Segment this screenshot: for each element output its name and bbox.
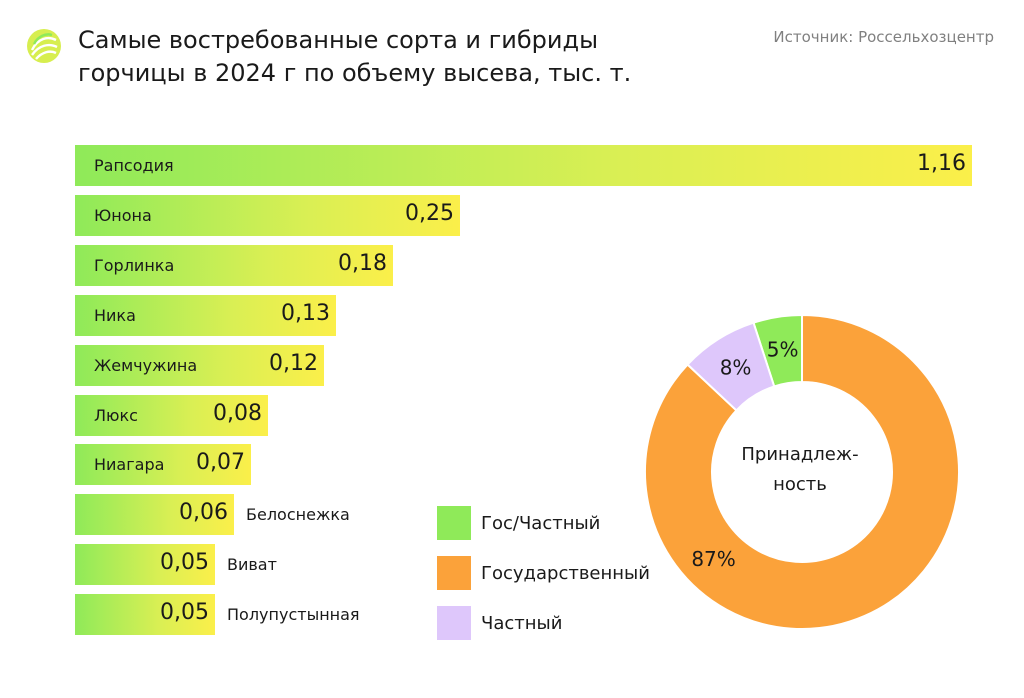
legend-item-gos-chastny: Гос/Частный: [437, 498, 650, 548]
chart-title-line1: Самые востребованные сорта и гибриды: [78, 26, 599, 54]
bar: 0,25 Юнона: [75, 195, 460, 236]
bar-value-label: 1,16: [917, 151, 966, 176]
bar: 0,18 Горлинка: [75, 245, 393, 286]
legend-item-chastny: Частный: [437, 598, 650, 648]
legend-swatch: [437, 506, 471, 540]
bar-category-label: Виват: [227, 555, 277, 574]
ownership-donut-chart: 5% 87% 8%: [644, 313, 960, 630]
bar: 0,07 Ниагара: [75, 444, 251, 485]
bar-value-label: 0,05: [160, 550, 209, 575]
donut-center-line1: Принадлеж-: [741, 444, 859, 465]
bar-value-label: 0,12: [269, 351, 318, 376]
bar-category-label: Рапсодия: [94, 156, 174, 175]
legend-label: Государственный: [481, 562, 650, 584]
donut-slice: [644, 313, 960, 630]
bar: 0,13 Ника: [75, 295, 336, 336]
bar: 0,08 Люкс: [75, 395, 268, 436]
bar-value-label: 0,25: [405, 201, 454, 226]
legend-swatch: [437, 556, 471, 590]
rosselkhoz-logo: [27, 29, 61, 63]
legend-label: Гос/Частный: [481, 512, 601, 534]
bar: 1,16 Рапсодия: [75, 145, 972, 186]
donut-slice-label: 87%: [691, 547, 735, 571]
bar-category-label: Горлинка: [94, 256, 175, 275]
bar-value-label: 0,06: [179, 500, 228, 525]
bar-category-label: Ниагара: [94, 455, 165, 474]
bar: 0,05 Полупустынная: [75, 594, 360, 635]
donut-center-line2: ность: [773, 474, 827, 495]
chart-title: Самые востребованные сорта и гибриды гор…: [78, 24, 678, 90]
bar-value-label: 0,05: [160, 600, 209, 625]
donut-legend: Гос/Частный Государственный Частный: [437, 498, 650, 648]
bar-value-label: 0,08: [213, 401, 262, 426]
donut-slice-label: 5%: [767, 338, 799, 362]
donut-slice-label: 8%: [720, 355, 752, 379]
bar: 0,05 Виват: [75, 544, 277, 585]
legend-label: Частный: [481, 612, 563, 634]
bar-category-label: Полупустынная: [227, 605, 360, 624]
bar-category-label: Ника: [94, 306, 136, 325]
bar: 0,12 Жемчужина: [75, 345, 324, 386]
legend-item-gosudarstvenny: Государственный: [437, 548, 650, 598]
donut-slice: [686, 321, 776, 412]
source-note: Источник: Россельхозцентр: [773, 28, 994, 46]
donut-center-label: Принадлеж- ность: [700, 440, 900, 500]
bar-category-label: Юнона: [94, 206, 152, 225]
chart-title-line2: горчицы в 2024 г по объему высева, тыс. …: [78, 59, 632, 87]
bar-value-label: 0,18: [338, 251, 387, 276]
bar-category-label: Люкс: [94, 406, 138, 425]
bar-category-label: Белоснежка: [246, 505, 350, 524]
bar: 0,06 Белоснежка: [75, 494, 350, 535]
bar-category-label: Жемчужина: [94, 356, 198, 375]
bar-value-label: 0,07: [196, 450, 245, 475]
legend-swatch: [437, 606, 471, 640]
bar-value-label: 0,13: [281, 301, 330, 326]
